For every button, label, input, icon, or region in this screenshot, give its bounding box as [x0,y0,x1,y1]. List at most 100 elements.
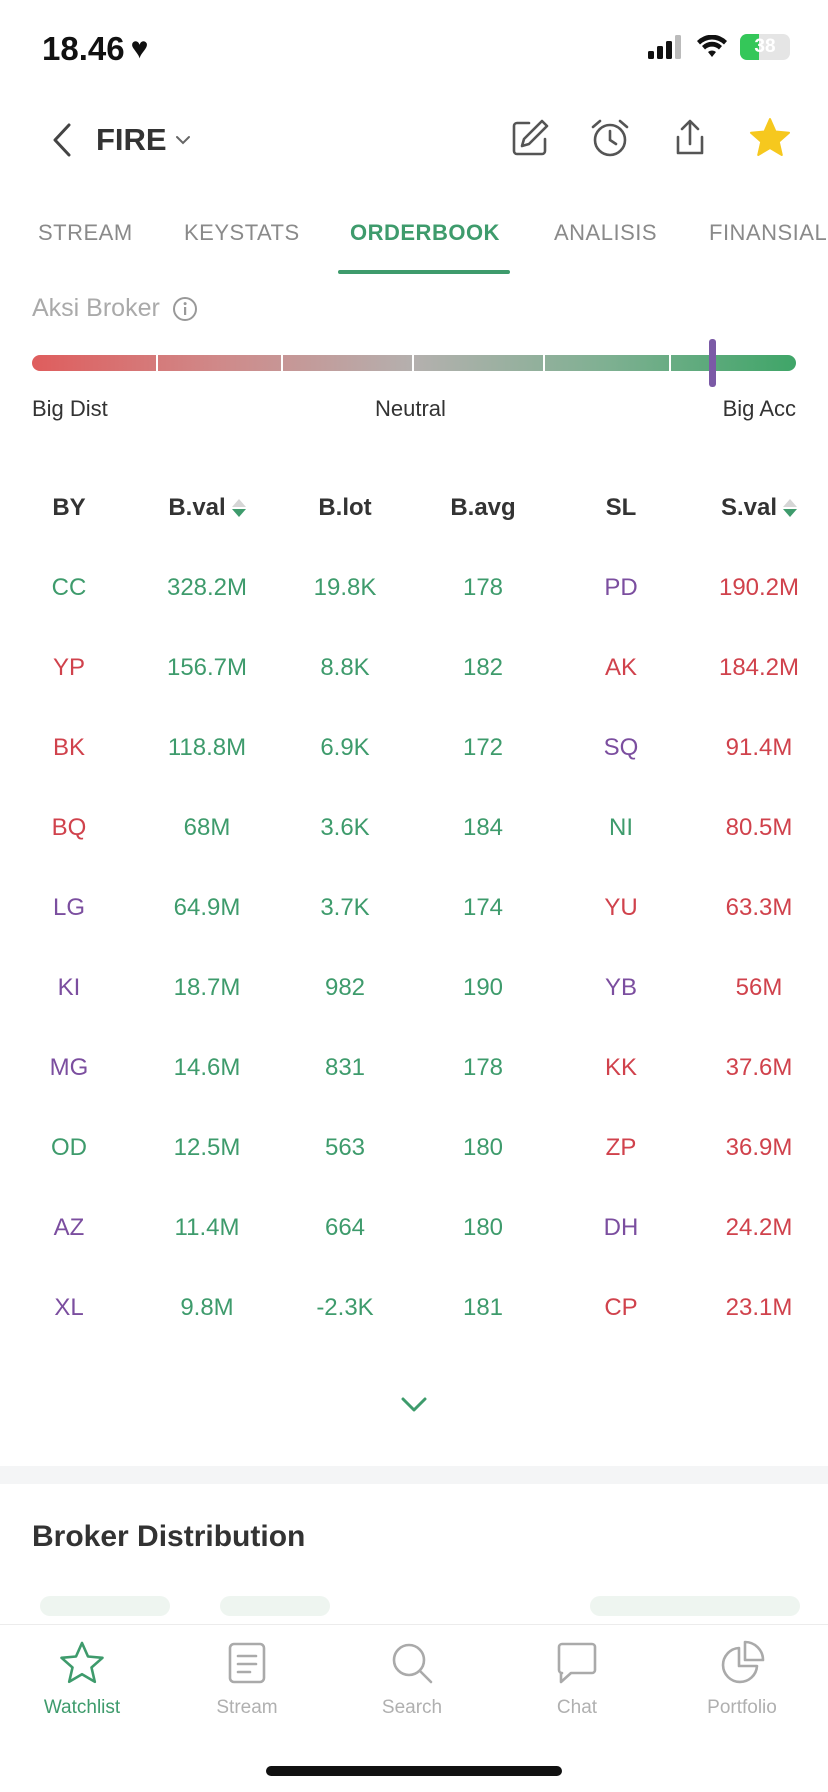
table-row[interactable]: YP 156.7M 8.8K 182 AK 184.2M [0,628,828,708]
buy-value: 156.7M [166,654,248,681]
buyer-broker-code: BK [52,734,85,761]
gauge-segment-divider [156,355,158,371]
buy-lot: 3.7K [320,894,370,921]
header-bval[interactable]: B.val [138,494,276,522]
table-row[interactable]: AZ 11.4M 664 180 DH 24.2M [0,1188,828,1268]
nav-portfolio[interactable]: Portfolio [660,1639,824,1719]
header-bavg[interactable]: B.avg [450,494,516,521]
buy-lot: 664 [324,1214,366,1241]
gauge-segment-divider [412,355,414,371]
seller-broker-code: ZP [605,1134,637,1161]
buy-lot: 6.9K [320,734,370,761]
tab-orderbook[interactable]: ORDERBOOK [350,220,500,245]
buy-value: 64.9M [173,894,241,921]
nav-label: Search [381,1697,443,1718]
seller-broker-code: NI [609,814,633,841]
gauge-segment-divider [281,355,283,371]
buyer-broker-code: KI [57,974,81,1001]
tab-keystats[interactable]: KEYSTATS [184,220,300,245]
gauge-label-center: Neutral [375,396,446,421]
buy-value: 118.8M [167,734,247,761]
edit-icon [512,119,549,156]
ticker-selector[interactable]: FIRE [96,122,191,158]
sell-value: 184.2M [718,654,800,681]
faded-content [0,1596,828,1626]
broker-distribution-title: Broker Distribution [32,1520,306,1553]
tab-bar: STREAM KEYSTATS ORDERBOOK ANALISIS FINAN… [0,210,828,276]
buyer-broker-code: AZ [53,1214,85,1241]
gauge-label-left: Big Dist [32,396,108,421]
active-tab-indicator [338,270,510,274]
header-sl[interactable]: SL [605,494,637,521]
buy-lot: 982 [324,974,366,1001]
table-header: BY B.val B.lot B.avg SL S.val [0,468,828,548]
buy-lot: 563 [324,1134,366,1161]
wifi-icon [697,35,727,57]
buyer-broker-code: LG [52,894,85,921]
buyer-broker-code: MG [49,1054,89,1081]
nav-watchlist[interactable]: Watchlist [0,1639,164,1719]
sell-value: 91.4M [725,734,793,761]
seller-broker-code: AK [604,654,637,681]
buy-lot: 19.8K [313,574,377,601]
gauge-segment-divider [543,355,545,371]
tab-stream[interactable]: STREAM [38,220,133,245]
status-time: 18.46 ♥ [42,30,148,68]
header-sval[interactable]: S.val [690,494,828,522]
nav-label: Portfolio [707,1697,777,1718]
buy-lot: 831 [324,1054,366,1081]
buy-average: 181 [462,1294,504,1321]
home-indicator [266,1766,562,1776]
status-bar: 18.46 ♥ 38 [0,0,828,100]
nav-stream[interactable]: Stream [165,1639,329,1719]
header-blot[interactable]: B.lot [318,494,372,521]
nav-chat[interactable]: Chat [495,1639,659,1719]
nav-label: Chat [556,1697,598,1718]
gauge-label-right: Big Acc [722,396,796,421]
table-row[interactable]: XL 9.8M -2.3K 181 CP 23.1M [0,1268,828,1348]
buy-value: 14.6M [173,1054,241,1081]
share-icon [676,119,704,155]
gauge-segment-divider [669,355,671,371]
table-row[interactable]: BK 118.8M 6.9K 172 SQ 91.4M [0,708,828,788]
chevron-left-icon [53,123,71,157]
info-icon[interactable] [172,296,198,322]
sort-icon [231,499,246,517]
chevron-down-icon [175,136,190,145]
broker-summary-table: BY B.val B.lot B.avg SL S.val CC 328.2M 19… [0,468,828,1348]
seller-broker-code: DH [603,1214,639,1241]
buy-value: 68M [183,814,231,841]
buy-average: 184 [462,814,504,841]
alarm-button[interactable] [588,116,632,160]
table-row[interactable]: CC 328.2M 19.8K 178 PD 190.2M [0,548,828,628]
edit-button[interactable] [508,116,552,160]
back-button[interactable] [44,120,80,160]
table-row[interactable]: MG 14.6M 831 178 KK 37.6M [0,1028,828,1108]
broker-action-title: Aksi Broker [32,294,198,323]
table-row[interactable]: KI 18.7M 982 190 YB 56M [0,948,828,1028]
seller-broker-code: CP [604,1294,638,1321]
table-row[interactable]: OD 12.5M 563 180 ZP 36.9M [0,1108,828,1188]
sell-value: 37.6M [725,1054,793,1081]
header-actions [508,116,792,160]
buy-lot: 8.8K [320,654,370,681]
share-button[interactable] [668,116,712,160]
table-row[interactable]: BQ 68M 3.6K 184 NI 80.5M [0,788,828,868]
seller-broker-code: KK [604,1054,637,1081]
buy-average: 180 [462,1134,504,1161]
tab-finansial[interactable]: FINANSIAL [709,220,828,245]
buyer-broker-code: YP [52,654,85,681]
nav-search[interactable]: Search [330,1639,494,1719]
buy-value: 12.5M [173,1134,241,1161]
header-by[interactable]: BY [52,494,86,521]
pie-chart-icon [721,1640,765,1684]
favorite-button[interactable] [748,116,792,160]
sort-icon [783,499,798,517]
table-row[interactable]: LG 64.9M 3.7K 174 YU 63.3M [0,868,828,948]
sell-value: 24.2M [725,1214,793,1241]
buyer-broker-code: BQ [51,814,87,841]
tab-analisis[interactable]: ANALISIS [554,220,658,245]
expand-table-button[interactable] [394,1390,434,1420]
header: FIRE [0,100,828,180]
seller-broker-code: YB [604,974,637,1001]
